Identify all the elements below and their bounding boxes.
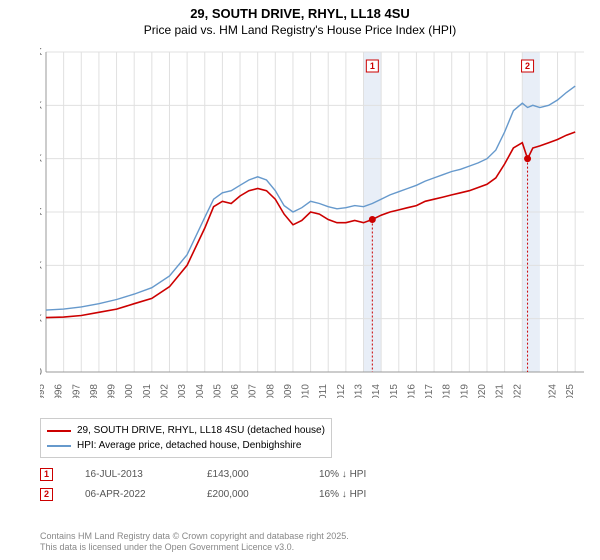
svg-text:1998: 1998 bbox=[89, 384, 100, 398]
svg-text:2012: 2012 bbox=[336, 384, 347, 398]
svg-text:1995: 1995 bbox=[40, 384, 47, 398]
credit-text: Contains HM Land Registry data © Crown c… bbox=[40, 531, 349, 554]
svg-text:2005: 2005 bbox=[212, 384, 223, 398]
legend-swatch-1 bbox=[47, 430, 71, 432]
svg-text:2003: 2003 bbox=[177, 384, 188, 398]
svg-text:£0: £0 bbox=[40, 367, 42, 378]
svg-text:2025: 2025 bbox=[565, 384, 576, 398]
svg-text:2: 2 bbox=[525, 61, 530, 71]
marker-badge-2: 2 bbox=[40, 488, 53, 501]
legend: 29, SOUTH DRIVE, RHYL, LL18 4SU (detache… bbox=[40, 418, 332, 458]
svg-text:2000: 2000 bbox=[124, 384, 135, 398]
marker-badge-1: 1 bbox=[40, 468, 53, 481]
legend-row: 29, SOUTH DRIVE, RHYL, LL18 4SU (detache… bbox=[47, 423, 325, 438]
svg-text:2002: 2002 bbox=[159, 384, 170, 398]
svg-text:2024: 2024 bbox=[548, 384, 559, 398]
title-line-1: 29, SOUTH DRIVE, RHYL, LL18 4SU bbox=[0, 6, 600, 23]
svg-text:£300K: £300K bbox=[40, 48, 42, 58]
marker-delta-2: 16% ↓ HPI bbox=[319, 489, 409, 500]
svg-text:2015: 2015 bbox=[389, 384, 400, 398]
svg-text:2013: 2013 bbox=[354, 384, 365, 398]
marker-row: 1 16-JUL-2013 £143,000 10% ↓ HPI bbox=[40, 464, 409, 484]
marker-date-2: 06-APR-2022 bbox=[85, 489, 175, 500]
legend-swatch-2 bbox=[47, 445, 71, 447]
svg-text:2019: 2019 bbox=[459, 384, 470, 398]
svg-text:2017: 2017 bbox=[424, 384, 435, 398]
svg-text:2011: 2011 bbox=[318, 384, 329, 398]
legend-label-1: 29, SOUTH DRIVE, RHYL, LL18 4SU (detache… bbox=[77, 423, 325, 438]
svg-text:1996: 1996 bbox=[54, 384, 65, 398]
chart-container: 29, SOUTH DRIVE, RHYL, LL18 4SU Price pa… bbox=[0, 0, 600, 560]
svg-text:2007: 2007 bbox=[248, 384, 259, 398]
chart-title: 29, SOUTH DRIVE, RHYL, LL18 4SU Price pa… bbox=[0, 0, 600, 38]
marker-price-1: £143,000 bbox=[207, 469, 287, 480]
credit-line-2: This data is licensed under the Open Gov… bbox=[40, 542, 349, 554]
marker-delta-1: 10% ↓ HPI bbox=[319, 469, 409, 480]
svg-text:2014: 2014 bbox=[371, 384, 382, 398]
marker-table: 1 16-JUL-2013 £143,000 10% ↓ HPI 2 06-AP… bbox=[40, 464, 409, 504]
svg-text:2008: 2008 bbox=[265, 384, 276, 398]
chart-svg: £0 £50K £100K £150K £200K £250K £300K 1995 1996 1… bbox=[40, 48, 590, 398]
chart-area: £0 £50K £100K £150K £200K £250K £300K 1995 1996 1… bbox=[40, 48, 590, 398]
legend-row: HPI: Average price, detached house, Denb… bbox=[47, 438, 325, 453]
svg-text:£50K: £50K bbox=[40, 314, 42, 325]
svg-text:£100K: £100K bbox=[40, 260, 42, 271]
svg-text:2010: 2010 bbox=[301, 384, 312, 398]
svg-text:2020: 2020 bbox=[477, 384, 488, 398]
title-line-2: Price paid vs. HM Land Registry's House … bbox=[0, 23, 600, 39]
svg-text:£250K: £250K bbox=[40, 100, 42, 111]
svg-text:1999: 1999 bbox=[107, 384, 118, 398]
svg-text:2021: 2021 bbox=[495, 384, 506, 398]
svg-text:2018: 2018 bbox=[442, 384, 453, 398]
marker-date-1: 16-JUL-2013 bbox=[85, 469, 175, 480]
credit-line-1: Contains HM Land Registry data © Crown c… bbox=[40, 531, 349, 543]
svg-text:£150K: £150K bbox=[40, 207, 42, 218]
svg-text:2001: 2001 bbox=[142, 384, 153, 398]
svg-text:2016: 2016 bbox=[406, 384, 417, 398]
svg-text:2022: 2022 bbox=[512, 384, 523, 398]
svg-text:1: 1 bbox=[370, 61, 375, 71]
svg-text:1997: 1997 bbox=[71, 384, 82, 398]
marker-price-2: £200,000 bbox=[207, 489, 287, 500]
svg-text:2004: 2004 bbox=[195, 384, 206, 398]
svg-text:2009: 2009 bbox=[283, 384, 294, 398]
svg-text:2006: 2006 bbox=[230, 384, 241, 398]
svg-text:£200K: £200K bbox=[40, 154, 42, 165]
marker-row: 2 06-APR-2022 £200,000 16% ↓ HPI bbox=[40, 484, 409, 504]
legend-label-2: HPI: Average price, detached house, Denb… bbox=[77, 438, 301, 453]
